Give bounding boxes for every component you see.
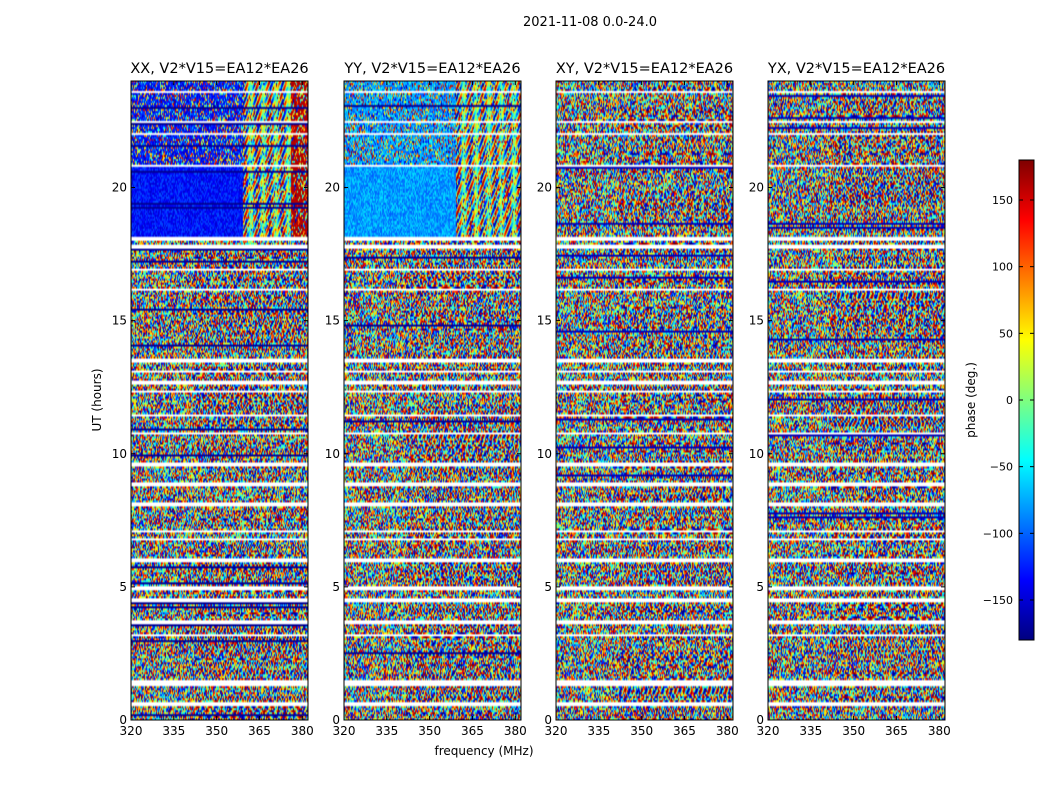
x-tick-label: 350 <box>205 724 228 738</box>
x-tick-label: 335 <box>375 724 398 738</box>
panel-yx-heatmap <box>768 81 945 720</box>
y-tick-label: 20 <box>749 181 764 195</box>
x-tick-label: 350 <box>418 724 441 738</box>
x-tick-label: 335 <box>587 724 610 738</box>
y-tick-label: 0 <box>756 713 764 727</box>
panel-xx-title: XX, V2*V15=EA12*EA26 <box>130 61 308 77</box>
x-tick-label: 350 <box>630 724 653 738</box>
x-tick-label: 365 <box>248 724 271 738</box>
panel-yy-heatmap <box>344 81 521 720</box>
x-tick-label: 380 <box>291 724 314 738</box>
colorbar-tick-label: −100 <box>983 527 1013 540</box>
x-tick-label: 365 <box>461 724 484 738</box>
panel-xx-heatmap <box>131 81 308 720</box>
panel-yx-title: YX, V2*V15=EA12*EA26 <box>767 61 945 77</box>
x-tick-label: 320 <box>757 724 780 738</box>
y-tick-label: 0 <box>332 713 340 727</box>
y-tick-label: 10 <box>325 447 340 461</box>
x-tick-label: 365 <box>673 724 696 738</box>
y-tick-label: 15 <box>537 314 552 328</box>
y-tick-label: 10 <box>537 447 552 461</box>
colorbar: −150 −100 −50 0 50 100 150 phase (deg.) <box>964 159 1035 641</box>
x-tick-label: 320 <box>545 724 568 738</box>
colorbar-label: phase (deg.) <box>964 362 978 438</box>
y-axis-label: UT (hours) <box>90 368 104 431</box>
x-tick-label: 335 <box>162 724 185 738</box>
y-tick-label: 15 <box>749 314 764 328</box>
x-tick-label: 380 <box>928 724 951 738</box>
y-tick-label: 10 <box>112 447 127 461</box>
x-tick-label: 380 <box>716 724 739 738</box>
y-tick-label: 10 <box>749 447 764 461</box>
colorbar-tick-label: −50 <box>990 461 1013 474</box>
y-tick-label: 0 <box>544 713 552 727</box>
panel-yy-title: YY, V2*V15=EA12*EA26 <box>343 61 520 77</box>
panel-xy-heatmap <box>556 81 733 720</box>
y-tick-label: 20 <box>537 181 552 195</box>
x-axis-label: frequency (MHz) <box>434 744 533 758</box>
y-tick-label: 5 <box>119 580 127 594</box>
colorbar-ticks: −150 −100 −50 0 50 100 150 <box>983 194 1034 607</box>
y-tick-label: 0 <box>119 713 127 727</box>
panel-xy-title: XY, V2*V15=EA12*EA26 <box>556 61 733 77</box>
panel-yx-frame <box>767 80 946 721</box>
colorbar-tick-label: 50 <box>999 327 1013 340</box>
y-tick-label: 5 <box>756 580 764 594</box>
y-tick-label: 20 <box>325 181 340 195</box>
y-tick-label: 5 <box>332 580 340 594</box>
panel-yx: YX, V2*V15=EA12*EA26 320 335 350 365 380 0 5 10 1… <box>749 61 951 738</box>
x-tick-label: 335 <box>799 724 822 738</box>
x-tick-label: 320 <box>333 724 356 738</box>
panel-yy: YY, V2*V15=EA12*EA26 320 335 350 365 380 0 5 10 1… <box>325 61 527 738</box>
x-tick-label: 350 <box>842 724 865 738</box>
colorbar-tick-label: 150 <box>992 194 1013 207</box>
x-tick-label: 365 <box>885 724 908 738</box>
panel-xy-frame <box>555 80 734 721</box>
y-tick-label: 5 <box>544 580 552 594</box>
colorbar-tick-label: −150 <box>983 594 1013 607</box>
y-tick-label: 15 <box>325 314 340 328</box>
y-tick-label: 15 <box>112 314 127 328</box>
x-tick-label: 320 <box>120 724 143 738</box>
panel-xy: XY, V2*V15=EA12*EA26 320 335 350 365 380 0 5 10 1… <box>537 61 739 738</box>
panel-xx-frame <box>130 80 309 721</box>
x-tick-label: 380 <box>504 724 527 738</box>
colorbar-tick-label: 100 <box>992 261 1013 274</box>
colorbar-tick-label: 0 <box>1006 394 1013 407</box>
y-tick-label: 20 <box>112 181 127 195</box>
panel-yy-frame <box>343 80 522 721</box>
panel-xx: XX, V2*V15=EA12*EA26 320 335 350 365 380 0 5 10 1… <box>112 61 314 738</box>
figure-title: 2021-11-08 0.0-24.0 <box>523 15 657 30</box>
panels-group: XX, V2*V15=EA12*EA26 320 335 350 365 380 0 5 10 1… <box>112 61 951 738</box>
